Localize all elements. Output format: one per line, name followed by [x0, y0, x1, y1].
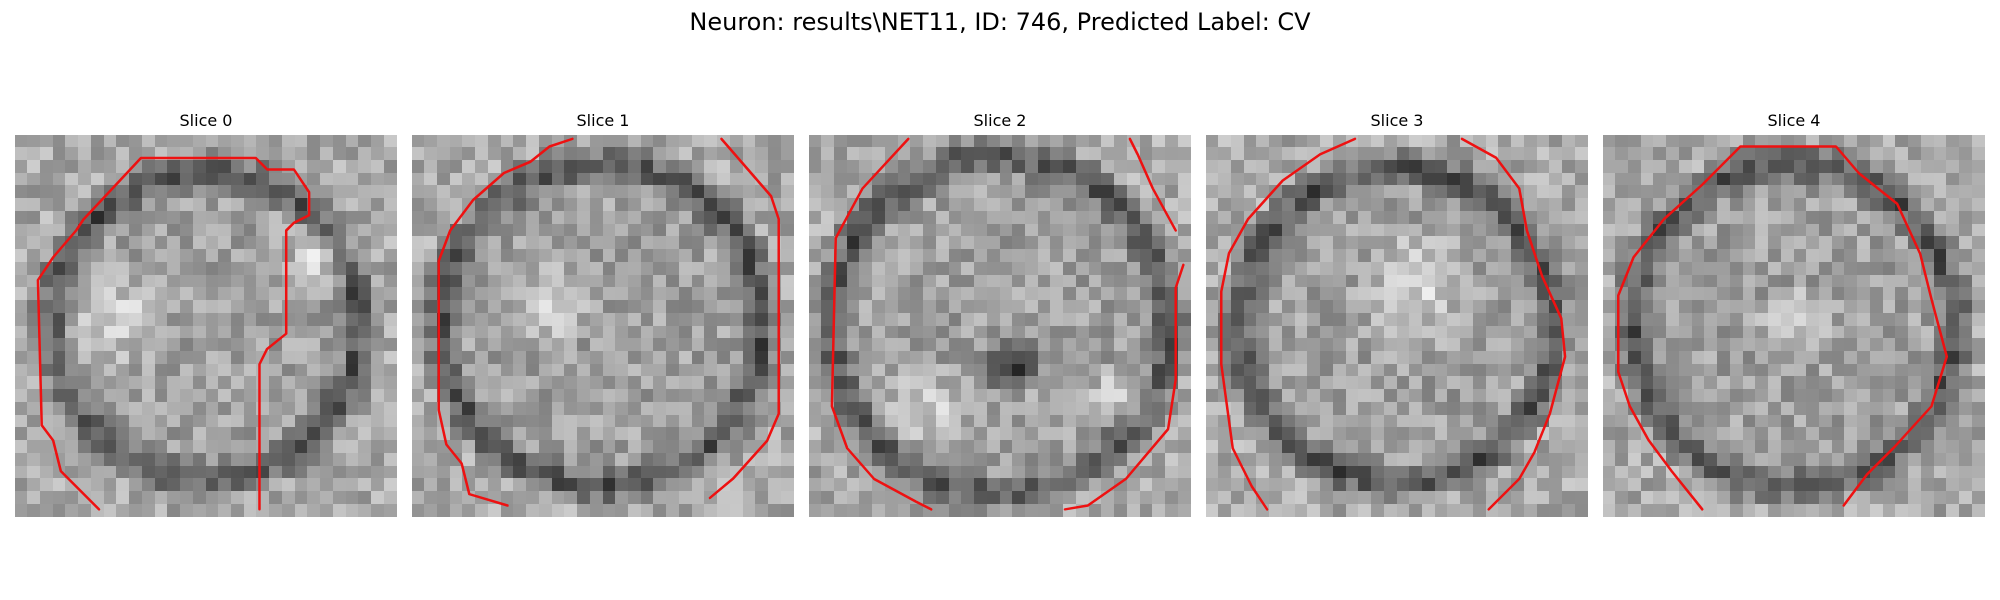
- slice-image-0: [15, 135, 397, 517]
- slice-panel-1: Slice 1: [412, 110, 794, 517]
- slice-panel-2: Slice 2: [809, 110, 1191, 517]
- slice-image-2: [809, 135, 1191, 517]
- slice-title-0: Slice 0: [179, 111, 233, 130]
- slice-panel-4: Slice 4: [1603, 110, 1985, 517]
- slice-title-2: Slice 2: [973, 111, 1027, 130]
- slice-title-3: Slice 3: [1370, 111, 1424, 130]
- slice-image-3: [1206, 135, 1588, 517]
- slice-image-4: [1603, 135, 1985, 517]
- slice-image-1: [412, 135, 794, 517]
- slice-panel-0: Slice 0: [15, 110, 397, 517]
- slice-panel-3: Slice 3: [1206, 110, 1588, 517]
- figure-title: Neuron: results\NET11, ID: 746, Predicte…: [689, 8, 1311, 36]
- slice-title-4: Slice 4: [1767, 111, 1821, 130]
- slice-title-1: Slice 1: [576, 111, 630, 130]
